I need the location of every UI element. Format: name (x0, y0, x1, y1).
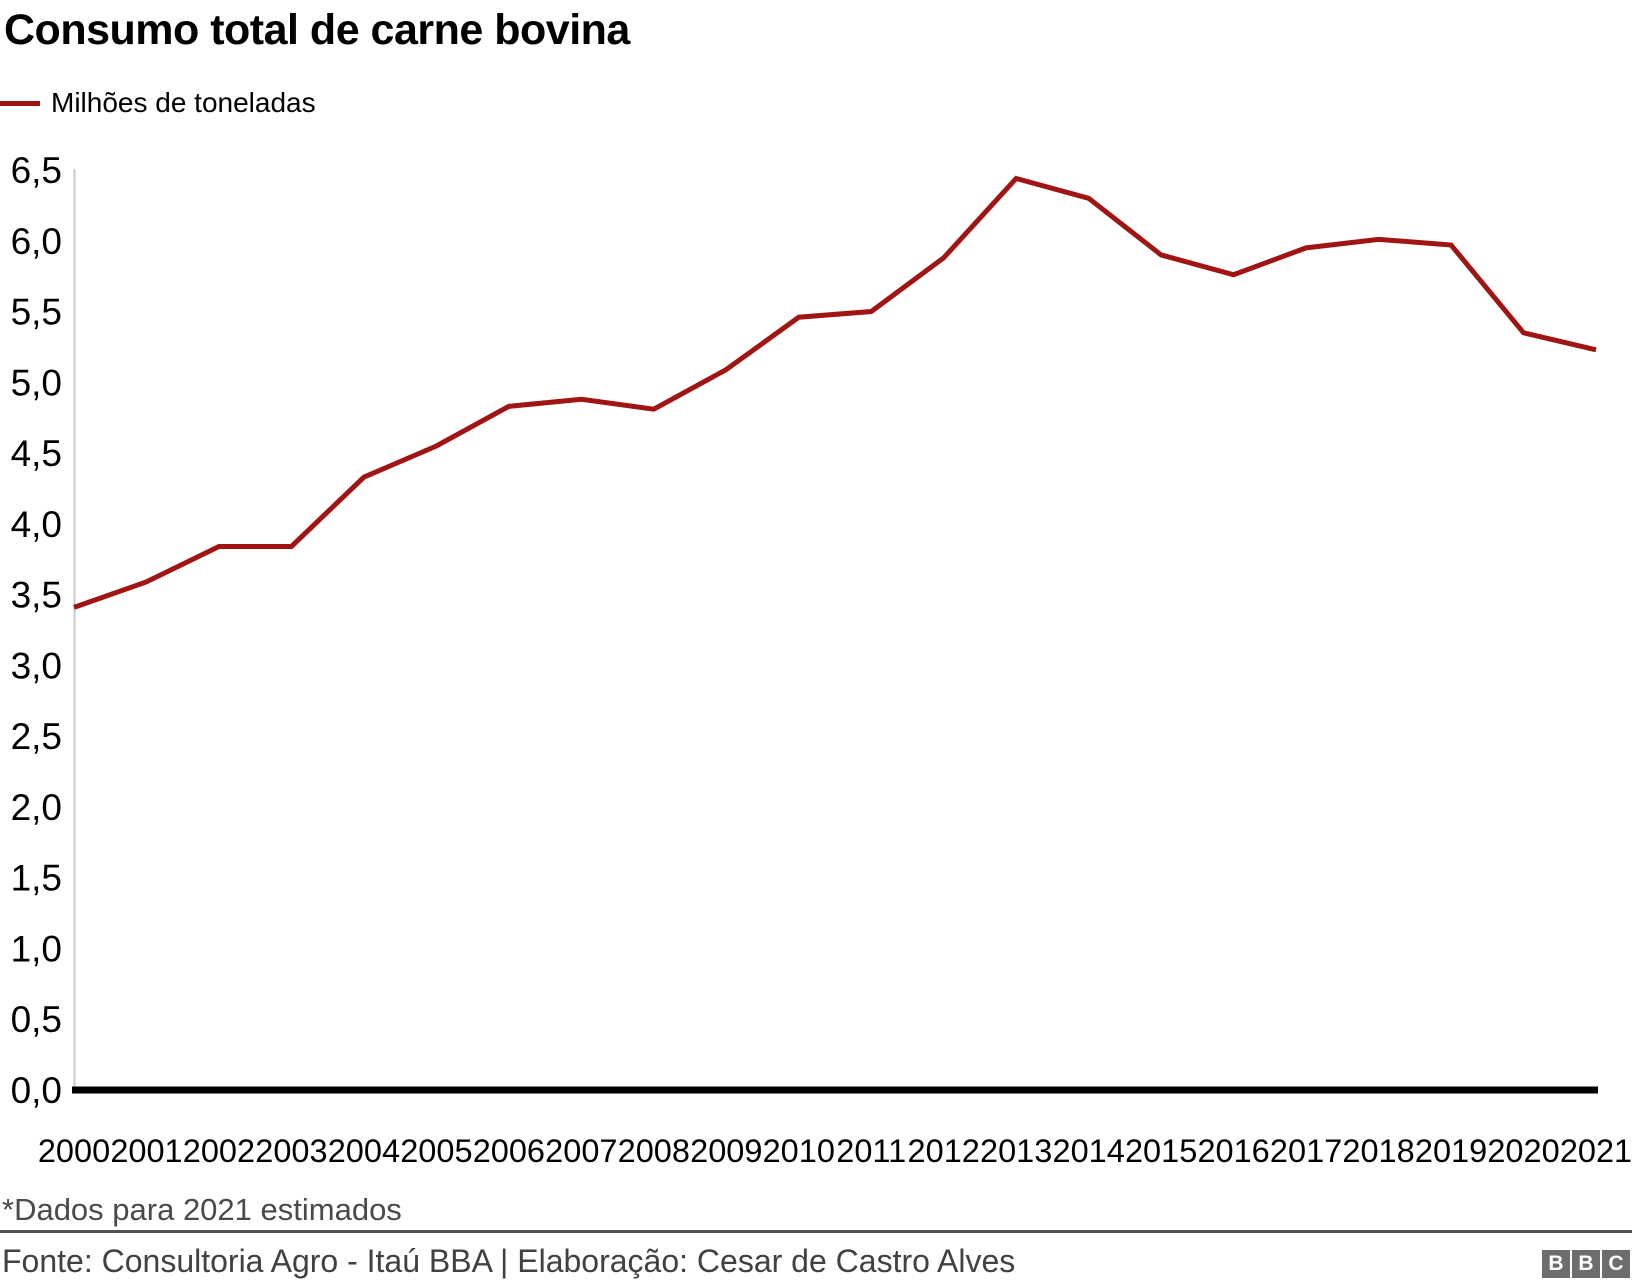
x-tick-labels: 2000 2001 2002 2003 2004 2005 2006 2007 2008 2009… (38, 1133, 1632, 1169)
bbc-logo-letter: C (1602, 1250, 1630, 1278)
y-tick-label: 4,0 (11, 504, 62, 545)
x-tick-label: 2004 (328, 1133, 400, 1169)
x-tick-label: 2006 (473, 1133, 545, 1169)
y-tick-label: 1,5 (11, 858, 62, 899)
footnote: *Dados para 2021 estimados (2, 1192, 402, 1227)
x-tick-label: 2015 (1125, 1133, 1197, 1169)
x-tick-label: 2019 (1415, 1133, 1487, 1169)
y-tick-label: 2,5 (11, 716, 62, 757)
y-tick-label: 5,0 (11, 362, 62, 403)
x-tick-label: 2001 (110, 1133, 182, 1169)
x-tick-label: 2000 (38, 1133, 110, 1169)
x-tick-label: 2008 (618, 1133, 690, 1169)
y-tick-label: 4,5 (11, 433, 62, 474)
footer-divider (0, 1230, 1632, 1233)
x-tick-label: 2003 (255, 1133, 327, 1169)
y-tick-label: 1,0 (11, 928, 62, 969)
bbc-logo: B B C (1542, 1250, 1630, 1278)
x-tick-label: 2014 (1053, 1133, 1125, 1169)
y-tick-label: 6,5 (11, 150, 62, 191)
x-tick-label: 2018 (1342, 1133, 1414, 1169)
legend-line-swatch (0, 100, 40, 106)
x-tick-label: 2017 (1270, 1133, 1342, 1169)
y-tick-label: 6,0 (11, 221, 62, 262)
y-tick-label: 5,5 (11, 292, 62, 333)
x-tick-label: 2012 (908, 1133, 980, 1169)
bbc-logo-letter: B (1572, 1250, 1600, 1278)
x-tick-label: 2020 (1487, 1133, 1559, 1169)
x-tick-label: 2007 (545, 1133, 617, 1169)
bbc-logo-letter: B (1542, 1250, 1570, 1278)
x-tick-label: 2011 (836, 1133, 906, 1169)
y-tick-label: 0,0 (11, 1070, 62, 1111)
page-title: Consumo total de carne bovina (4, 6, 630, 54)
x-tick-label: 2010 (763, 1133, 835, 1169)
x-tick-label: 2009 (690, 1133, 762, 1169)
x-tick-label: 2016 (1197, 1133, 1269, 1169)
x-tick-label: 2002 (183, 1133, 255, 1169)
x-tick-label: 2021 (1560, 1133, 1632, 1169)
legend: Milhões de toneladas (0, 86, 316, 120)
legend-label: Milhões de toneladas (51, 87, 316, 118)
y-tick-label: 2,0 (11, 787, 62, 828)
y-tick-label: 0,5 (11, 999, 62, 1040)
source-credit: Fonte: Consultoria Agro - Itaú BBA | Ela… (2, 1243, 1016, 1279)
y-tick-labels: 0,0 0,5 1,0 1,5 2,0 2,5 3,0 3,5 4,0 4,5 5,0 5,5 6,0 6… (11, 150, 62, 1111)
x-tick-label: 2005 (400, 1133, 472, 1169)
y-tick-label: 3,0 (11, 645, 62, 686)
consumption-line (73, 175, 1597, 610)
y-tick-label: 3,5 (11, 575, 62, 616)
x-tick-label: 2013 (980, 1133, 1052, 1169)
